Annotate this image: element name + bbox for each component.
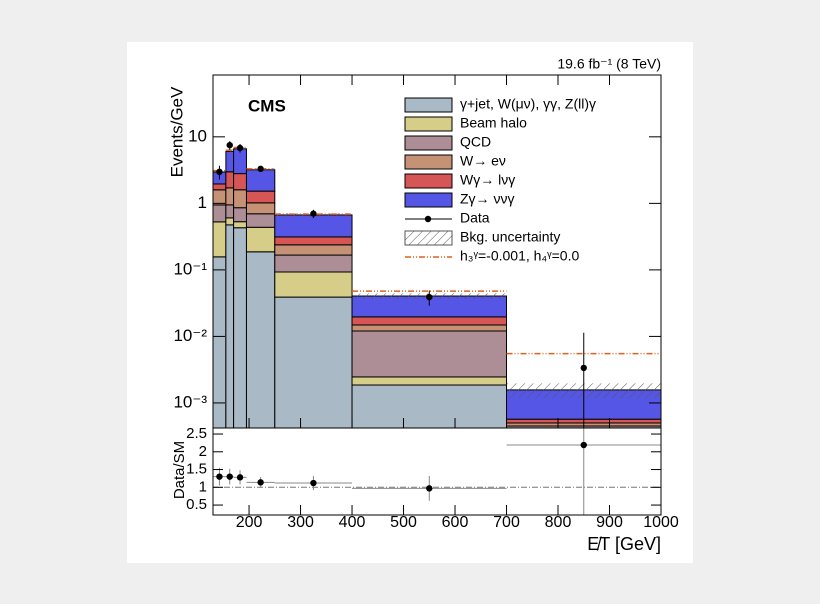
histogram-segment (213, 183, 227, 191)
histogram-segment (233, 221, 247, 229)
data-point (216, 168, 223, 176)
data-point (580, 364, 587, 372)
histogram-segment (245, 213, 276, 228)
histogram-segment (233, 173, 247, 191)
histogram-segment (225, 150, 235, 173)
histogram-segment (233, 227, 247, 428)
legend-swatch (404, 97, 453, 113)
histogram-segment (245, 226, 276, 253)
histogram-segment (274, 296, 353, 428)
legend-swatch (424, 215, 432, 223)
legend-swatch (404, 116, 453, 132)
histogram-segment (213, 204, 227, 223)
x-tick-label: 300 (287, 514, 314, 531)
histogram-segment (225, 224, 235, 428)
histogram-segment (233, 189, 247, 209)
y-tick-label: 10⁻¹ (173, 259, 207, 278)
histogram-segment (351, 330, 508, 378)
legend-label: Data (460, 210, 490, 226)
histogram-segment (351, 376, 508, 386)
x-tick-label: 700 (493, 514, 520, 531)
y-tick-label: 1 (198, 193, 207, 212)
legend-label: QCD (460, 134, 491, 150)
histogram-segment (245, 169, 276, 192)
histogram-segment (274, 236, 353, 246)
ratio-point (426, 485, 433, 492)
main-plot (213, 141, 661, 428)
ratio-y-tick-label: 1 (199, 478, 207, 495)
histogram-segment (351, 316, 508, 326)
histogram-segment (213, 256, 227, 428)
ratio-y-axis-label: Data/SM (171, 441, 188, 499)
histogram-segment (225, 217, 235, 226)
ratio-frame (212, 427, 662, 516)
data-point (426, 293, 433, 301)
histogram-segment (233, 207, 247, 223)
legend-swatch (404, 135, 453, 151)
ratio-plot (213, 428, 661, 515)
histogram-segment (274, 244, 353, 256)
histogram-segment (351, 324, 508, 332)
histogram-segment (213, 221, 227, 258)
legend-label: γ+jet, W(μν), γγ, Z(ll)γ (460, 96, 596, 112)
legend-swatch (404, 173, 453, 189)
legend-swatch (404, 230, 453, 246)
x-tick-label: 500 (390, 514, 417, 531)
legend-label: Bkg. uncertainty (460, 229, 560, 245)
legend: γ+jet, W(μν), γγ, Z(ll)γ Beam halo QCD W→ e… (404, 96, 596, 264)
data-point (236, 144, 244, 152)
y-tick-label: 10⁻³ (173, 392, 207, 411)
x-tick-label: 400 (339, 514, 366, 531)
ratio-point (310, 479, 317, 487)
histogram-segment (245, 251, 276, 428)
y-tick-label: 10 (188, 126, 207, 145)
ratio-point (236, 474, 244, 481)
legend-label: Zγ→ ννγ (460, 191, 514, 207)
data-point (257, 165, 264, 173)
histogram-segment (274, 271, 353, 298)
histogram-segment (274, 254, 353, 273)
ratio-point (216, 473, 223, 480)
ratio-y-tick-label: 1.5 (186, 461, 207, 478)
ratio-point (226, 473, 233, 480)
x-tick-label: 1000 (643, 514, 679, 531)
legend-swatch (404, 154, 453, 170)
x-tick-label: 900 (596, 514, 623, 531)
legend-label: W→ eν (460, 153, 506, 169)
histogram-segment (225, 171, 235, 189)
ratio-point (257, 479, 264, 486)
histogram-segment (274, 214, 353, 238)
x-axis-label: E̸T [GeV] (587, 534, 661, 554)
histogram-segment (225, 204, 235, 219)
ratio-y-tick-label: 0.5 (186, 496, 207, 513)
x-tick-label: 800 (545, 514, 572, 531)
lumi-label: 19.6 fb⁻¹ (8 TeV) (557, 56, 661, 72)
histogram-segment (245, 190, 276, 204)
data-point (226, 141, 233, 149)
ratio-point (580, 441, 587, 449)
legend-swatch (404, 192, 453, 208)
y-tick-label: 10⁻² (173, 326, 207, 345)
histogram-segment (225, 187, 235, 206)
legend-label: Beam halo (460, 115, 527, 131)
ratio-y-tick-label: 2.5 (186, 425, 207, 442)
histogram-segment (213, 189, 227, 206)
x-tick-label: 200 (236, 514, 263, 531)
y-axis-label: Events/GeV (167, 86, 186, 177)
experiment-label: CMS (248, 96, 286, 115)
legend-label: h₃ᵞ=-0.001, h₄ᵞ=0.0 (460, 248, 579, 264)
x-tick-label: 600 (442, 514, 469, 531)
data-point (310, 210, 317, 217)
uncertainty-band (225, 149, 234, 154)
histogram-segment (245, 202, 276, 215)
legend-label: Wγ→ lνγ (460, 172, 515, 188)
ratio-y-tick-label: 2 (199, 443, 207, 460)
